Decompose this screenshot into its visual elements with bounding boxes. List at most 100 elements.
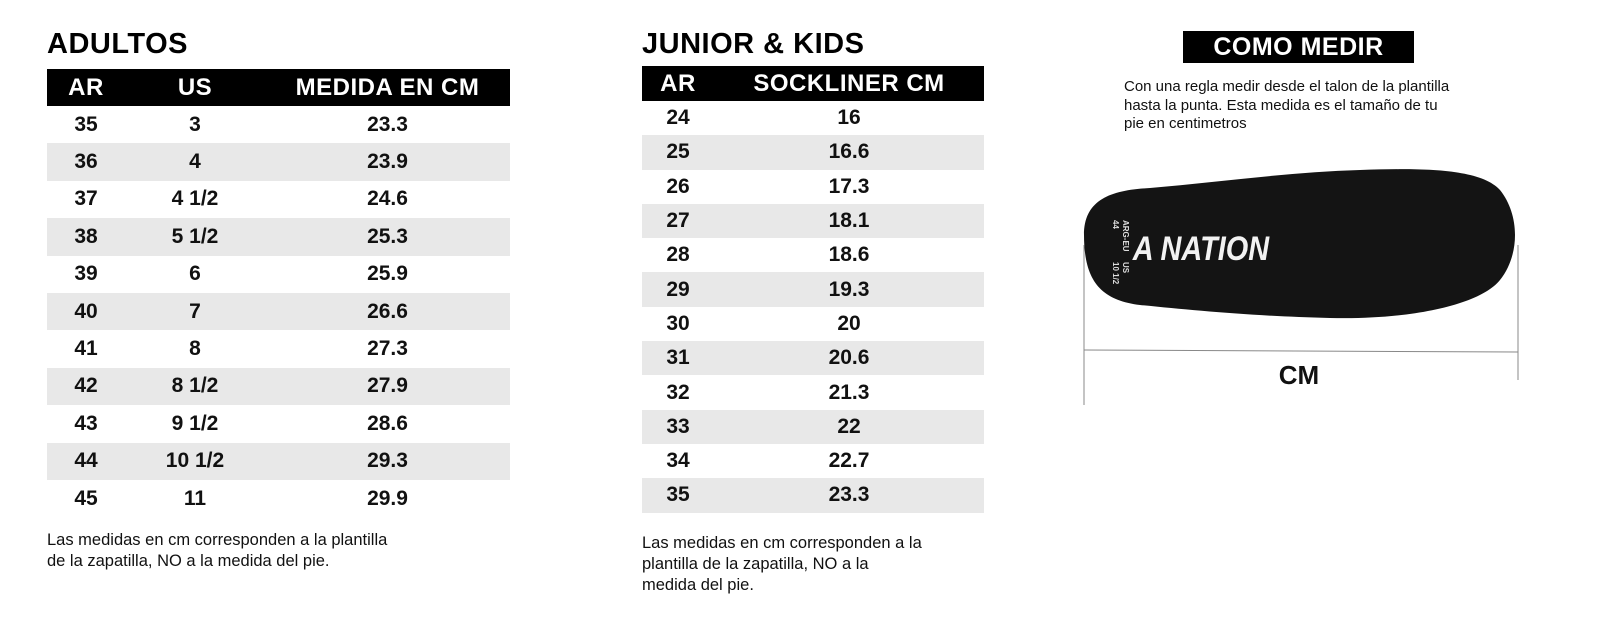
table-cell: 5 1/2 [125, 218, 265, 256]
column-header: MEDIDA EN CM [265, 69, 510, 106]
table-cell: 20.6 [714, 341, 984, 376]
measure-line [1083, 349, 1519, 353]
table-cell: 19.3 [714, 272, 984, 307]
insole-size-us: 10 1/2 [1111, 262, 1120, 285]
junior-kids-note: Las medidas en cm corresponden a la plan… [642, 533, 922, 596]
table-cell: 3 [189, 112, 201, 136]
table-cell: 25.3 [265, 218, 510, 256]
table-row: 26 17.3 [642, 170, 984, 204]
table-cell: 27 [642, 203, 714, 239]
table-cell: 8 1/2 [125, 367, 265, 406]
table-row: 31 20.6 [642, 341, 984, 376]
table-header-row: AR SOCKLINER CM [642, 66, 984, 101]
table-cell: 44 [47, 442, 125, 480]
table-row: 36 4 23.9 [47, 143, 510, 181]
column-header: AR [47, 69, 125, 106]
table-cell: 16 [837, 106, 861, 130]
table-cell: 23.9 [265, 143, 510, 181]
table-cell: 25 [642, 135, 714, 170]
table-cell: 29 [642, 272, 714, 307]
table-cell: 16.6 [714, 135, 984, 170]
table-cell: 39 [74, 262, 98, 286]
table-row: 35 3 23.3 [47, 106, 510, 143]
table-cell: 4 1/2 [171, 187, 219, 211]
table-cell: 23.3 [367, 112, 408, 136]
table-cell: 31 [642, 341, 714, 376]
table-cell: 45 [74, 486, 98, 510]
table-cell: 42 [47, 367, 125, 406]
junior-kids-title: JUNIOR & KIDS [642, 28, 865, 60]
note-line: Las medidas en cm corresponden a la plan… [47, 531, 388, 549]
table-row: 42 8 1/2 27.9 [47, 367, 510, 406]
table-cell: 11 [183, 486, 207, 510]
adultos-size-table: AR US MEDIDA EN CM 35 3 23.3 36 4 23.9 37 4 1/2 24… [47, 69, 510, 517]
table-row: 41 8 27.3 [47, 330, 510, 367]
table-row: 33 22 [642, 409, 984, 444]
table-row: 32 21.3 [642, 375, 984, 409]
como-medir-description: Con una regla medir desde el talon de la… [1124, 78, 1494, 134]
table-row: 34 22.7 [642, 444, 984, 478]
note-line: de la zapatilla, NO a la medida del pie. [47, 552, 330, 570]
table-row: 35 23.3 [642, 478, 984, 513]
table-cell: 24.6 [367, 187, 408, 211]
table-cell: 28.6 [367, 411, 408, 435]
table-row: 39 6 25.9 [47, 256, 510, 293]
insole-brand: A NATION [1132, 229, 1270, 268]
table-cell: 38 [47, 218, 125, 256]
table-cell: 27.9 [265, 367, 510, 406]
table-row: 25 16.6 [642, 135, 984, 170]
table-cell: 6 [189, 262, 201, 286]
table-cell: 41 [74, 337, 98, 361]
table-row: 40 7 26.6 [47, 292, 510, 331]
insole-label-arg: ARG-EU [1121, 220, 1130, 252]
table-cell: 35 [74, 112, 98, 136]
table-header-row: AR US MEDIDA EN CM [47, 69, 510, 106]
table-cell: 23.3 [714, 478, 984, 513]
table-cell: 4 [125, 143, 265, 181]
insole-label-us: US [1121, 262, 1130, 274]
table-row: 37 4 1/2 24.6 [47, 181, 510, 218]
table-cell: 37 [74, 187, 98, 211]
table-cell: 29.9 [367, 486, 408, 510]
table-cell: 9 1/2 [171, 411, 219, 435]
table-row: 44 10 1/2 29.3 [47, 442, 510, 480]
note-line: medida del pie. [642, 576, 754, 594]
table-cell: 8 [189, 337, 201, 361]
measure-cm-label: CM [1278, 360, 1320, 390]
table-cell: 17.3 [828, 174, 870, 198]
table-cell: 26 [666, 174, 690, 198]
table-row: 30 20 [642, 307, 984, 341]
table-cell: 36 [47, 143, 125, 181]
table-row: 29 19.3 [642, 272, 984, 307]
note-line: plantilla de la zapatilla, NO a la [642, 555, 869, 573]
table-cell: 22.7 [828, 449, 870, 473]
como-medir-title: COMO MEDIR [1183, 31, 1414, 63]
table-cell: 18.6 [828, 243, 870, 267]
table-cell: 26.6 [265, 292, 510, 331]
table-row: 43 9 1/2 28.6 [47, 405, 510, 442]
table-row: 38 5 1/2 25.3 [47, 218, 510, 256]
desc-line: hasta la punta. Esta medida es el tamaño… [1124, 96, 1438, 114]
insole-icon: ARG-EU 44 US 10 1/2 A NATION [1083, 169, 1519, 405]
table-cell: 33 [642, 409, 714, 444]
insole-illustration: ARG-EU 44 US 10 1/2 A NATION [1080, 160, 1520, 420]
table-cell: 34 [666, 449, 690, 473]
table-cell: 25.9 [367, 262, 408, 286]
table-cell: 27.3 [367, 337, 408, 361]
table-cell: 7 [125, 292, 265, 331]
table-cell: 18.1 [714, 203, 984, 239]
column-header: AR [642, 66, 714, 101]
table-row: 28 18.6 [642, 238, 984, 272]
insole-shape [1084, 169, 1515, 319]
table-row: 27 18.1 [642, 203, 984, 239]
junior-kids-size-table: AR SOCKLINER CM 24 16 25 16.6 26 17.3 27 18.1 28 1… [642, 66, 984, 513]
table-cell: 29.3 [265, 442, 510, 480]
table-cell: 40 [47, 292, 125, 331]
table-cell: 22 [714, 409, 984, 444]
column-header: SOCKLINER CM [714, 66, 984, 101]
table-cell: 10 1/2 [125, 442, 265, 480]
note-line: Las medidas en cm corresponden a la [642, 534, 922, 552]
desc-line: Con una regla medir desde el talon de la… [1124, 78, 1450, 95]
table-cell: 35 [642, 478, 714, 513]
table-cell: 30 [666, 311, 690, 335]
